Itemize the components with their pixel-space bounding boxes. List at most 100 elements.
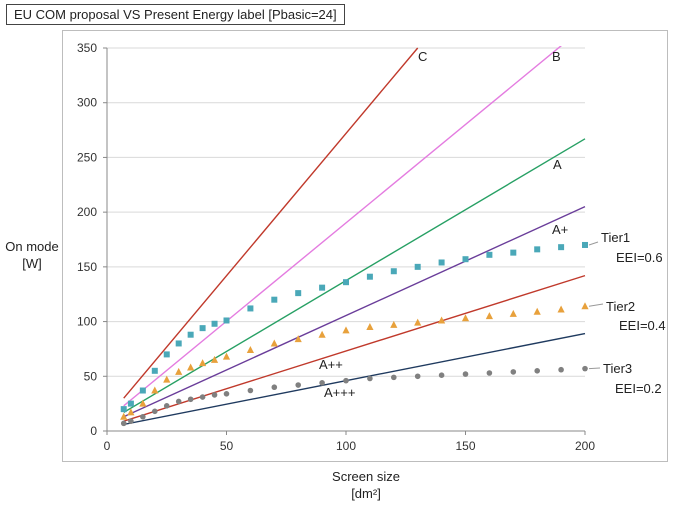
tier3-leader-line — [588, 367, 601, 370]
tier3-point-13 — [319, 380, 325, 386]
tier1-point-4 — [163, 351, 170, 358]
tier2-point-10 — [246, 346, 254, 354]
x-axis-title-line2: [dm²] — [351, 486, 381, 501]
tier1-point-7 — [199, 325, 206, 332]
y-axis-title: On mode [W] — [4, 238, 60, 272]
tier2-point-22 — [533, 307, 541, 315]
tier3-point-4 — [163, 403, 170, 409]
tier3-label: Tier3 — [603, 361, 632, 376]
tier3-point-5 — [175, 398, 182, 405]
tier1-point-22 — [534, 246, 541, 253]
tier1-point-21 — [510, 249, 517, 256]
y-tick-label-200: 200 — [77, 205, 97, 219]
series-label-aplusplusplus: A+++ — [324, 385, 355, 400]
tier2-eei-label: EEI=0.4 — [619, 318, 666, 333]
tier3-eei-label: EEI=0.2 — [615, 381, 662, 396]
y-tick-label-50: 50 — [84, 369, 98, 383]
y-axis-title-line2: [W] — [22, 256, 42, 271]
y-axis-title-line1: On mode — [5, 239, 59, 254]
tier1-label: Tier1 — [601, 230, 630, 245]
tier2-point-13 — [318, 330, 326, 338]
tier2-point-20 — [485, 312, 493, 320]
tier3-point-22 — [534, 368, 540, 374]
tier1-point-24 — [582, 241, 588, 248]
y-tick-label-0: 0 — [90, 424, 97, 438]
series-label-c: C — [418, 49, 427, 64]
tier1-point-14 — [343, 279, 349, 286]
tier2-point-21 — [509, 309, 517, 317]
tier2-point-1 — [127, 408, 135, 416]
tier1-point-1 — [127, 400, 134, 407]
tier3-point-21 — [510, 369, 517, 375]
tier2-point-11 — [270, 339, 278, 347]
tier2-point-0 — [120, 412, 128, 420]
y-tick-label-300: 300 — [77, 96, 97, 110]
x-axis-title-line1: Screen size — [332, 469, 400, 484]
tier3-point-24 — [582, 365, 588, 372]
tier1-point-9 — [223, 317, 230, 324]
tier2-point-23 — [557, 305, 565, 313]
tier2-point-12 — [294, 335, 302, 343]
tier2-point-8 — [210, 355, 219, 363]
x-tick-label-50: 50 — [220, 439, 234, 453]
series-label-a: A — [553, 157, 562, 172]
tier1-point-18 — [438, 259, 445, 266]
series-label-aplus: A+ — [552, 222, 568, 237]
plot-frame — [62, 30, 668, 462]
tier1-point-13 — [319, 284, 326, 291]
tier3-point-1 — [128, 418, 134, 424]
tier3-point-6 — [187, 396, 194, 403]
tier3-point-18 — [438, 372, 445, 378]
tier2-point-3 — [151, 386, 159, 394]
tier1-point-6 — [187, 331, 194, 338]
series-label-aplusplus: A++ — [319, 357, 343, 372]
tier1-point-5 — [175, 340, 182, 347]
tier2-point-18 — [438, 316, 446, 324]
x-axis-title: Screen size [dm²] — [296, 468, 436, 502]
tier3-point-11 — [271, 384, 278, 391]
tier1-point-0 — [120, 406, 127, 413]
tier1-point-23 — [558, 244, 565, 251]
chart-title: EU COM proposal VS Present Energy label … — [6, 4, 345, 25]
tier1-point-17 — [414, 263, 421, 270]
tier2-point-17 — [414, 318, 422, 326]
tier3-point-19 — [462, 371, 469, 377]
tier2-point-24 — [581, 302, 589, 310]
series-label-b: B — [552, 49, 561, 64]
y-tick-label-250: 250 — [77, 150, 97, 164]
tier1-point-20 — [486, 251, 493, 258]
tier2-point-15 — [366, 323, 374, 331]
tier3-point-14 — [343, 377, 349, 384]
y-tick-label-350: 350 — [77, 41, 97, 55]
series-line-aplus — [123, 206, 586, 418]
y-tick-label-150: 150 — [77, 260, 97, 274]
x-tick-label-150: 150 — [455, 439, 475, 453]
tier1-point-12 — [295, 290, 302, 297]
tier2-point-5 — [175, 367, 183, 375]
series-line-a — [123, 138, 586, 413]
tier2-leader-line — [588, 303, 604, 307]
tier2-point-16 — [390, 320, 398, 328]
tier3-point-10 — [247, 387, 254, 394]
tier3-point-15 — [367, 375, 373, 382]
tier3-point-12 — [295, 382, 302, 388]
tier1-point-16 — [390, 268, 397, 275]
x-tick-label-0: 0 — [104, 439, 111, 453]
tier2-point-7 — [199, 359, 207, 367]
tier3-point-17 — [414, 373, 421, 380]
y-tick-label-100: 100 — [77, 315, 97, 329]
tier1-point-2 — [139, 387, 146, 394]
tier3-point-23 — [558, 366, 564, 373]
tier3-point-20 — [486, 370, 493, 376]
tier2-point-14 — [342, 326, 350, 334]
tier3-point-16 — [391, 374, 397, 381]
tier2-point-2 — [139, 399, 147, 407]
tier1-point-3 — [151, 367, 158, 374]
tier3-point-7 — [199, 394, 206, 400]
tier3-point-2 — [140, 413, 146, 420]
tier1-point-19 — [462, 256, 469, 263]
series-line-aplusplusplus — [123, 332, 586, 426]
tier3-point-9 — [223, 390, 230, 397]
tier2-point-9 — [222, 352, 231, 360]
